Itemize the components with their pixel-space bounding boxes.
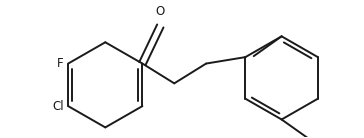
Text: O: O: [156, 5, 165, 18]
Text: F: F: [56, 57, 63, 70]
Text: Cl: Cl: [52, 100, 64, 113]
